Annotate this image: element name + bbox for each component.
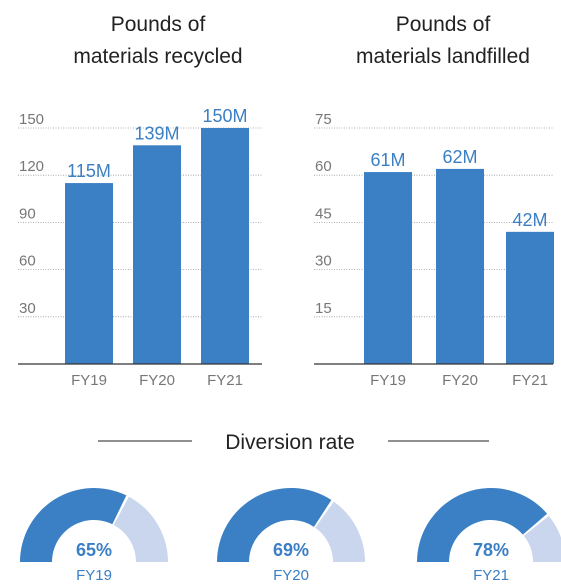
landfilled-x-tick-label: FY19 [370, 372, 406, 389]
recycled-x-tick-label: FY19 [71, 372, 107, 389]
recycled-bars [65, 128, 249, 364]
gauge-year-label: FY21 [473, 567, 509, 584]
landfilled-title-line2: materials landfilled [356, 45, 530, 68]
recycled-data-labels: 115M 139M 150M [67, 106, 247, 181]
recycled-y-tick-label: 90 [19, 205, 36, 222]
recycled-y-tick-label: 150 [19, 111, 44, 128]
diversion-rate-section: Diversion rate 65% FY19 69% FY20 78% FY21 [20, 431, 561, 584]
landfilled-bar-chart: Pounds of materials landfilled 75 60 45 30 1… [314, 13, 554, 389]
recycled-bar-fy19 [65, 183, 113, 364]
diversion-gauges: 65% FY19 69% FY20 78% FY21 [20, 487, 561, 584]
recycled-x-tick-label: FY21 [207, 372, 243, 389]
landfilled-x-tick-label: FY20 [442, 372, 478, 389]
landfilled-bar-fy21 [506, 231, 554, 364]
gauge-value-arc [417, 487, 548, 562]
recycled-y-tick-label: 60 [19, 253, 36, 270]
landfilled-bar-fy20 [436, 168, 484, 364]
diversion-title: Diversion rate [225, 431, 355, 454]
gauge-fy21 [417, 487, 561, 562]
gauge-remainder-arc [315, 501, 365, 562]
gauge-year-label: FY20 [273, 567, 309, 584]
gauge-fy19 [20, 488, 168, 562]
landfilled-bar-fy19 [364, 172, 412, 364]
landfilled-y-tick-label: 30 [315, 253, 332, 270]
landfilled-x-axis: FY19 FY20 FY21 [370, 372, 548, 389]
gauge-value-arc [217, 488, 332, 562]
landfilled-y-tick-label: 15 [315, 300, 332, 317]
landfilled-data-label: 62M [442, 147, 477, 167]
recycled-bar-fy21 [201, 128, 249, 364]
recycled-title-line1: Pounds of [111, 13, 206, 36]
recycled-title-line2: materials recycled [73, 45, 242, 68]
landfilled-y-tick-label: 75 [315, 111, 332, 128]
recycled-y-tick-label: 30 [19, 300, 36, 317]
recycled-data-label: 115M [67, 161, 111, 181]
landfilled-y-tick-label: 45 [315, 205, 332, 222]
gauge-percent-label: 78% [473, 540, 509, 560]
recycled-x-axis: FY19 FY20 FY21 [71, 372, 243, 389]
gauge-percent-label: 65% [76, 540, 112, 560]
recycled-data-label: 139M [134, 123, 179, 143]
gauge-percent-label: 69% [273, 540, 309, 560]
landfilled-title-line1: Pounds of [396, 13, 491, 36]
recycled-x-tick-label: FY20 [139, 372, 175, 389]
landfilled-data-labels: 61M 62M 42M [370, 147, 547, 230]
landfilled-bars [364, 168, 554, 364]
recycled-y-tick-label: 120 [19, 158, 44, 175]
landfilled-y-axis: 75 60 45 30 15 [315, 111, 332, 317]
gauge-fy20 [217, 488, 365, 562]
recycled-bar-fy20 [133, 145, 181, 364]
gauge-remainder-arc [523, 515, 561, 562]
landfilled-x-tick-label: FY21 [512, 372, 548, 389]
gauge-year-label: FY19 [76, 567, 112, 584]
landfilled-y-tick-label: 60 [315, 158, 332, 175]
recycled-bar-chart: Pounds of materials recycled 150 120 90 60 3… [18, 13, 262, 389]
recycled-y-axis: 150 120 90 60 30 [19, 111, 44, 317]
gauge-remainder-arc [113, 496, 168, 562]
recycled-data-label: 150M [202, 106, 247, 126]
gauge-value-arc [20, 488, 127, 562]
landfilled-data-label: 61M [370, 150, 405, 170]
landfilled-data-label: 42M [512, 210, 547, 230]
